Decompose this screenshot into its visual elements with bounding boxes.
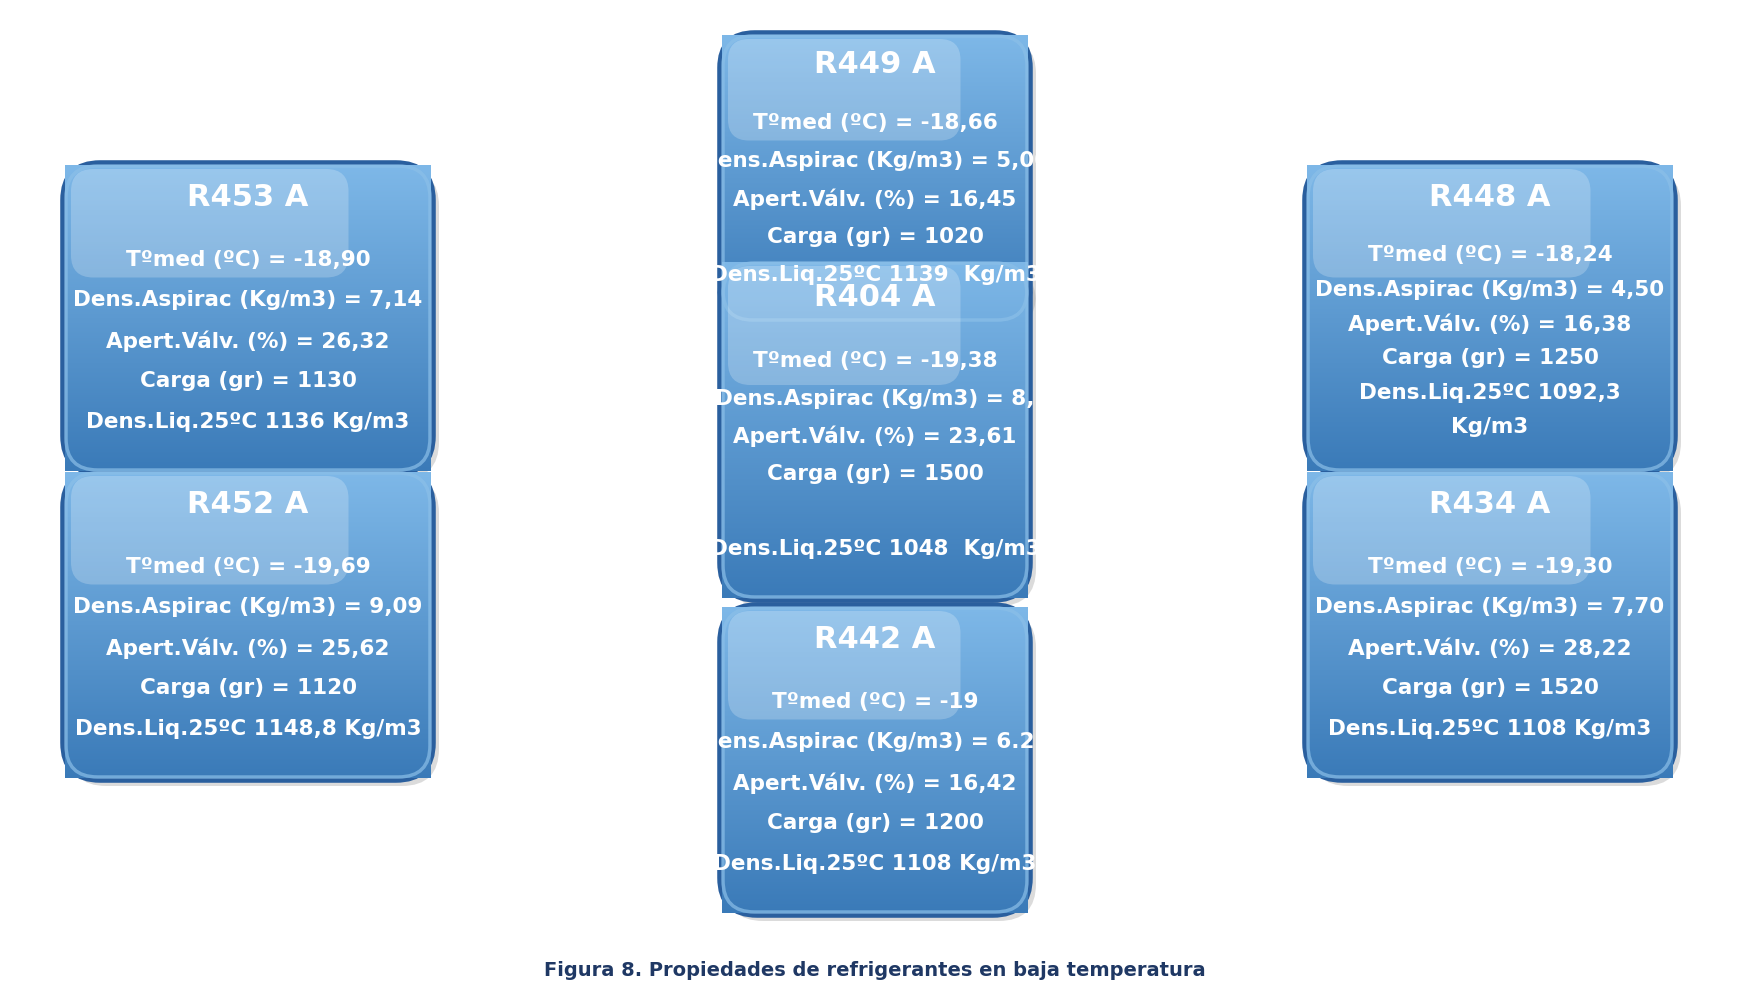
FancyBboxPatch shape bbox=[1306, 163, 1675, 473]
FancyBboxPatch shape bbox=[1306, 470, 1675, 780]
FancyBboxPatch shape bbox=[1311, 169, 1682, 479]
Text: Carga (gr) = 1250: Carga (gr) = 1250 bbox=[1381, 348, 1598, 368]
Text: Kg/m3: Kg/m3 bbox=[1451, 417, 1530, 437]
Text: Carga (gr) = 1500: Carga (gr) = 1500 bbox=[766, 464, 984, 484]
Text: Apert.Válv. (%) = 16,45: Apert.Válv. (%) = 16,45 bbox=[733, 189, 1017, 210]
FancyBboxPatch shape bbox=[728, 266, 961, 385]
Text: R448 A: R448 A bbox=[1430, 183, 1550, 212]
FancyBboxPatch shape bbox=[728, 39, 961, 140]
Text: Apert.Válv. (%) = 23,61: Apert.Válv. (%) = 23,61 bbox=[733, 426, 1017, 447]
Text: R404 A: R404 A bbox=[814, 283, 936, 312]
Text: Carga (gr) = 1520: Carga (gr) = 1520 bbox=[1381, 678, 1598, 698]
Text: Apert.Válv. (%) = 16,42: Apert.Válv. (%) = 16,42 bbox=[733, 772, 1017, 794]
Text: Dens.Aspirac (Kg/m3) = 7,70: Dens.Aspirac (Kg/m3) = 7,70 bbox=[1316, 597, 1664, 617]
Text: R453 A: R453 A bbox=[187, 183, 308, 212]
Text: Dens.Liq.25ºC 1108 Kg/m3: Dens.Liq.25ºC 1108 Kg/m3 bbox=[714, 854, 1036, 874]
Text: Dens.Aspirac (Kg/m3) = 8,: Dens.Aspirac (Kg/m3) = 8, bbox=[716, 389, 1034, 409]
Text: Carga (gr) = 1200: Carga (gr) = 1200 bbox=[766, 813, 984, 833]
Text: Tºmed (ºC) = -19,69: Tºmed (ºC) = -19,69 bbox=[126, 557, 371, 577]
FancyBboxPatch shape bbox=[63, 163, 432, 473]
FancyBboxPatch shape bbox=[1312, 169, 1591, 277]
FancyBboxPatch shape bbox=[726, 39, 1036, 329]
FancyBboxPatch shape bbox=[719, 605, 1031, 915]
Text: R434 A: R434 A bbox=[1430, 490, 1550, 519]
FancyBboxPatch shape bbox=[1312, 476, 1591, 584]
Text: Tºmed (ºC) = -18,66: Tºmed (ºC) = -18,66 bbox=[752, 113, 997, 133]
Text: Dens.Aspirac (Kg/m3) = 5,00: Dens.Aspirac (Kg/m3) = 5,00 bbox=[700, 151, 1050, 171]
Text: Apert.Válv. (%) = 16,38: Apert.Válv. (%) = 16,38 bbox=[1348, 313, 1631, 335]
Text: Carga (gr) = 1130: Carga (gr) = 1130 bbox=[140, 371, 357, 391]
Text: Dens.Liq.25ºC 1136 Kg/m3: Dens.Liq.25ºC 1136 Kg/m3 bbox=[86, 412, 410, 432]
Text: Dens.Liq.25ºC 1092,3: Dens.Liq.25ºC 1092,3 bbox=[1360, 383, 1620, 403]
Text: Tºmed (ºC) = -19,30: Tºmed (ºC) = -19,30 bbox=[1368, 557, 1612, 577]
Text: Dens.Liq.25ºC 1048  Kg/m3: Dens.Liq.25ºC 1048 Kg/m3 bbox=[710, 539, 1040, 559]
FancyBboxPatch shape bbox=[726, 266, 1036, 606]
Text: Dens.Liq.25ºC 1108 Kg/m3: Dens.Liq.25ºC 1108 Kg/m3 bbox=[1328, 719, 1652, 739]
Text: Apert.Válv. (%) = 25,62: Apert.Válv. (%) = 25,62 bbox=[107, 637, 390, 659]
Text: R452 A: R452 A bbox=[187, 490, 308, 519]
Text: Tºmed (ºC) = -19,38: Tºmed (ºC) = -19,38 bbox=[752, 351, 997, 371]
Text: Dens.Aspirac (Kg/m3) = 6.25: Dens.Aspirac (Kg/m3) = 6.25 bbox=[700, 732, 1050, 752]
Text: Dens.Aspirac (Kg/m3) = 7,14: Dens.Aspirac (Kg/m3) = 7,14 bbox=[74, 290, 423, 310]
FancyBboxPatch shape bbox=[63, 470, 432, 780]
FancyBboxPatch shape bbox=[719, 260, 1031, 600]
FancyBboxPatch shape bbox=[728, 611, 961, 720]
FancyBboxPatch shape bbox=[726, 611, 1036, 921]
Text: Dens.Liq.25ºC 1139  Kg/m3: Dens.Liq.25ºC 1139 Kg/m3 bbox=[709, 265, 1041, 285]
FancyBboxPatch shape bbox=[1311, 476, 1682, 786]
Text: Tºmed (ºC) = -19: Tºmed (ºC) = -19 bbox=[772, 692, 978, 712]
FancyBboxPatch shape bbox=[72, 476, 348, 584]
Text: Tºmed (ºC) = -18,24: Tºmed (ºC) = -18,24 bbox=[1368, 245, 1612, 265]
Text: Apert.Válv. (%) = 26,32: Apert.Válv. (%) = 26,32 bbox=[107, 330, 390, 352]
Text: Figura 8. Propiedades de refrigerantes en baja temperatura: Figura 8. Propiedades de refrigerantes e… bbox=[544, 961, 1206, 980]
Text: Carga (gr) = 1120: Carga (gr) = 1120 bbox=[140, 678, 357, 698]
Text: Dens.Aspirac (Kg/m3) = 4,50: Dens.Aspirac (Kg/m3) = 4,50 bbox=[1316, 280, 1664, 300]
Text: Dens.Liq.25ºC 1148,8 Kg/m3: Dens.Liq.25ºC 1148,8 Kg/m3 bbox=[75, 719, 422, 739]
FancyBboxPatch shape bbox=[719, 33, 1031, 323]
FancyBboxPatch shape bbox=[72, 169, 348, 277]
Text: Apert.Válv. (%) = 28,22: Apert.Válv. (%) = 28,22 bbox=[1348, 637, 1631, 659]
Text: Tºmed (ºC) = -18,90: Tºmed (ºC) = -18,90 bbox=[126, 250, 371, 270]
FancyBboxPatch shape bbox=[68, 169, 439, 479]
Text: Carga (gr) = 1020: Carga (gr) = 1020 bbox=[766, 227, 984, 247]
FancyBboxPatch shape bbox=[68, 476, 439, 786]
Text: R449 A: R449 A bbox=[814, 50, 936, 79]
Text: Dens.Aspirac (Kg/m3) = 9,09: Dens.Aspirac (Kg/m3) = 9,09 bbox=[74, 597, 423, 617]
Text: R442 A: R442 A bbox=[814, 625, 936, 654]
